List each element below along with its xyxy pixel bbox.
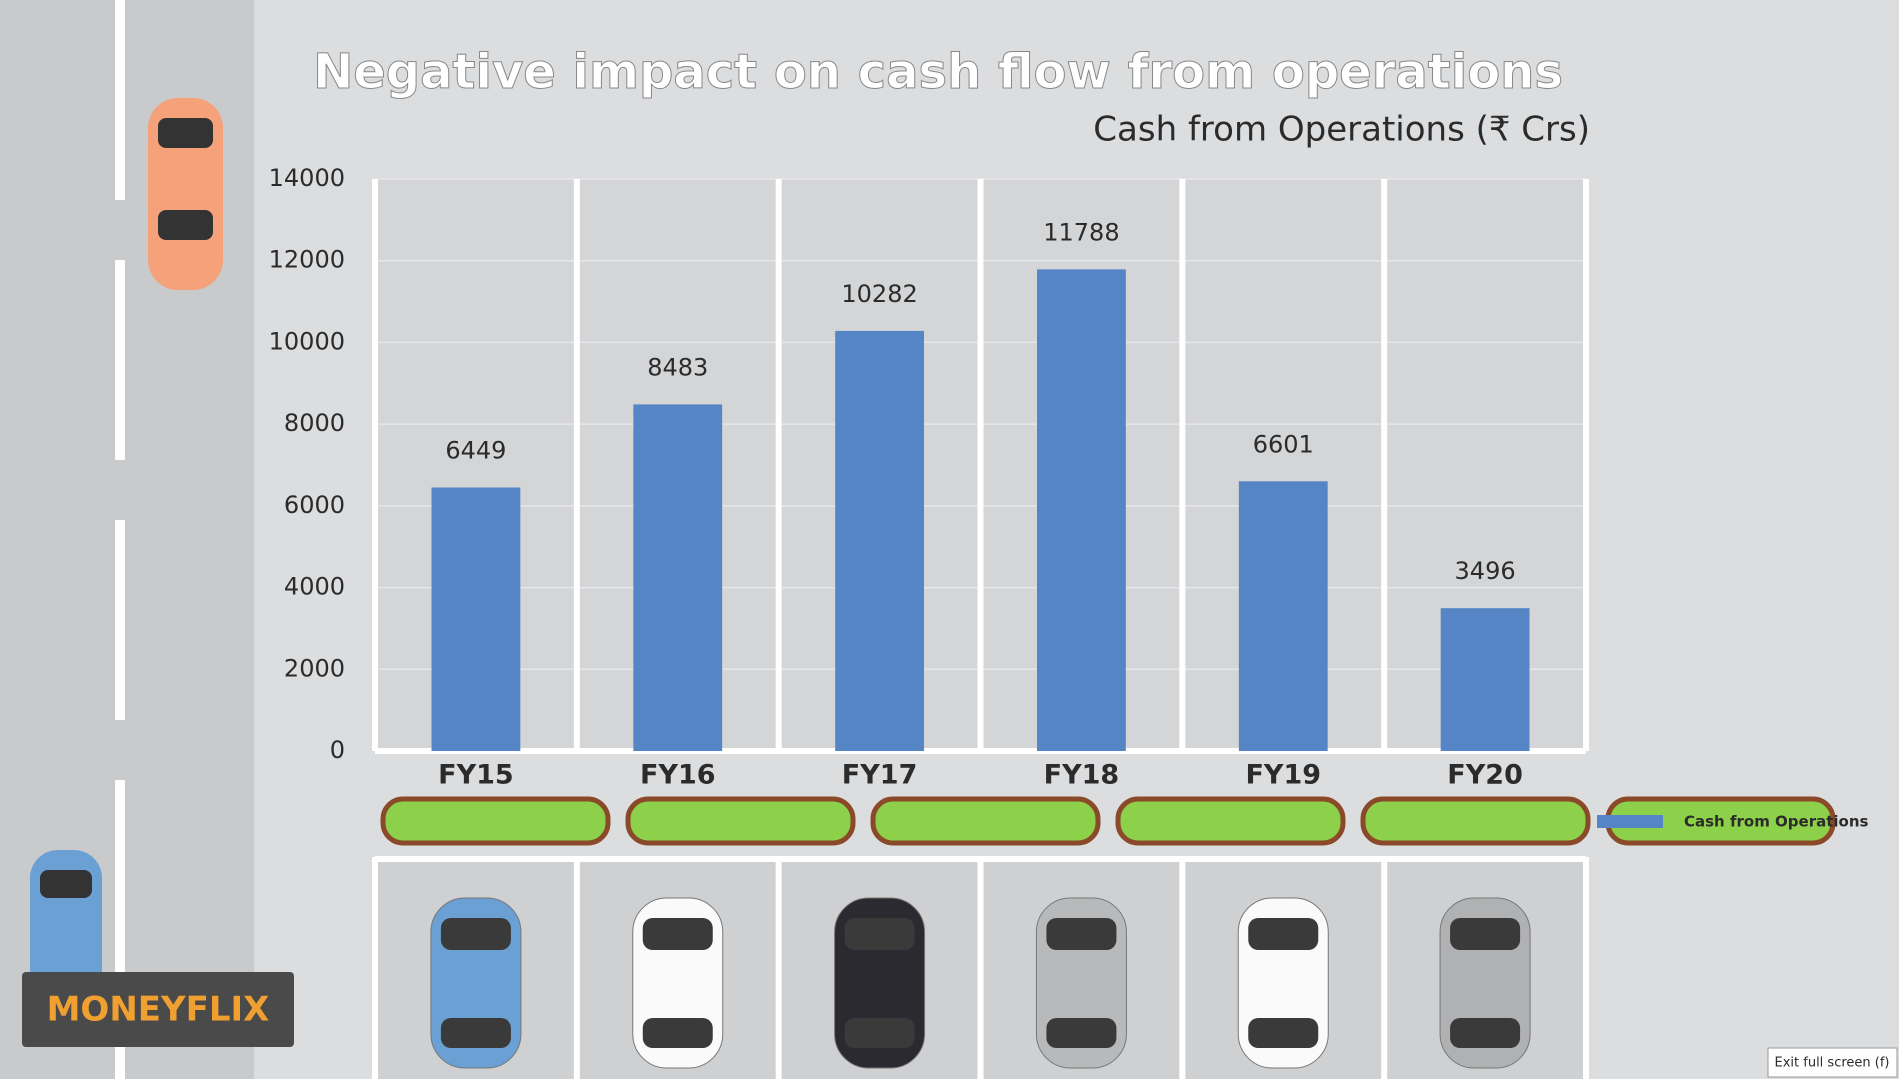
data-label: 6449	[445, 437, 506, 465]
blue-car	[30, 850, 102, 1000]
chart-subtitle: Cash from Operations (₹ Crs)	[1093, 110, 1590, 150]
car-window	[642, 1018, 713, 1048]
orange-car	[148, 98, 223, 290]
y-tick-label: 14000	[269, 164, 345, 192]
parking-cars	[430, 897, 1531, 1069]
data-label: 11788	[1043, 218, 1119, 246]
bar	[1037, 269, 1126, 751]
car-window	[1046, 918, 1117, 950]
logo-background	[22, 972, 294, 1047]
hedge	[1115, 796, 1346, 846]
logo-box: MONEYFLIX	[22, 972, 294, 1047]
car-window	[844, 918, 915, 950]
y-tick-label: 6000	[284, 491, 345, 519]
y-tick-label: 10000	[269, 327, 345, 355]
y-tick-label: 0	[330, 736, 345, 764]
exit-button-label[interactable]: Exit full screen (f)	[1775, 1056, 1890, 1071]
car-window	[642, 918, 713, 950]
car-window	[1450, 1018, 1521, 1048]
data-label: 8483	[647, 353, 708, 381]
hedge	[1360, 796, 1591, 846]
x-tick-label: FY16	[640, 760, 716, 791]
exit-button[interactable]	[1767, 1047, 1898, 1078]
legend-swatch	[1597, 815, 1663, 828]
car-window	[1248, 918, 1319, 950]
x-tick-label: FY15	[438, 760, 514, 791]
car-window	[1450, 918, 1521, 950]
x-tick-label: FY19	[1245, 760, 1321, 791]
hedge	[870, 796, 1101, 846]
bar	[1440, 608, 1530, 751]
y-tick-label: 4000	[284, 573, 345, 601]
x-tick-label: FY17	[842, 760, 918, 791]
car-window	[1248, 1018, 1319, 1048]
car-window	[844, 1018, 915, 1048]
car-window	[440, 1018, 511, 1048]
data-label: 3496	[1455, 557, 1516, 585]
car-window	[1046, 1018, 1117, 1048]
logo: MONEYFLIX	[47, 990, 270, 1030]
data-label: 10282	[841, 280, 917, 308]
bar	[835, 330, 924, 751]
hedge	[625, 796, 856, 846]
y-tick-label: 2000	[284, 654, 345, 682]
chart-title: Negative impact on cash flow from operat…	[313, 44, 1563, 100]
legend-label: Cash from Operations	[1684, 813, 1869, 831]
x-tick-label: FY18	[1044, 760, 1120, 791]
car-window	[440, 918, 511, 950]
y-tick-label: 12000	[269, 246, 345, 274]
bar	[1238, 481, 1328, 751]
y-tick-label: 8000	[284, 409, 345, 437]
hedge	[380, 796, 611, 846]
bar	[633, 404, 723, 751]
data-label: 6601	[1253, 430, 1314, 458]
x-tick-label: FY20	[1447, 760, 1523, 791]
bar	[431, 487, 521, 751]
